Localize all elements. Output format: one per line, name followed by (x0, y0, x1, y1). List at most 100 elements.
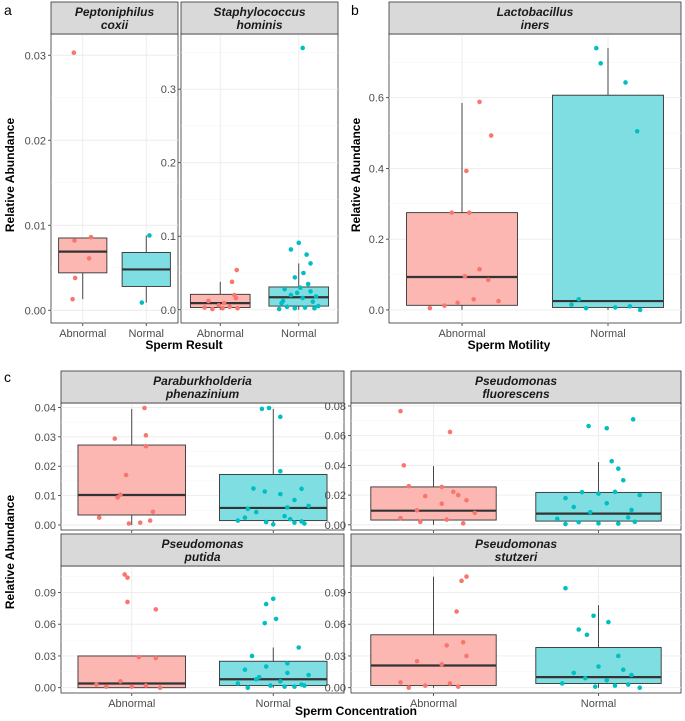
y-tick-label: 0.04 (325, 460, 346, 472)
data-point (313, 294, 319, 299)
data-point (137, 520, 143, 525)
x-tick-label: Abnormal (108, 698, 155, 710)
data-point (285, 505, 290, 510)
data-point (278, 679, 283, 684)
y-tick-label: 0.00 (35, 683, 56, 695)
data-point (439, 484, 445, 490)
data-point (292, 684, 297, 689)
data-point (439, 662, 445, 667)
data-point (398, 680, 403, 685)
panel-0: 0.00 0.01 0.02 0.03 Abnormal Normal Peptoniphi… (25, 1, 179, 340)
x-tick-label: Normal (590, 328, 625, 340)
data-point (302, 521, 307, 526)
data-point (263, 664, 269, 669)
data-point (447, 681, 453, 686)
x-tick-label: Abnormal (410, 698, 457, 710)
x-tick-label: Abnormal (197, 328, 244, 340)
x-axis-title-c: Sperm Concentration (295, 704, 417, 718)
data-point (629, 507, 634, 513)
data-point (220, 305, 225, 311)
data-point (596, 491, 601, 496)
data-point (234, 267, 240, 273)
data-point (251, 486, 256, 491)
facet-title-line1: Peptoniphilus (75, 5, 155, 19)
data-point (125, 575, 130, 580)
data-point (576, 519, 581, 525)
y-tick-label: 0.02 (35, 461, 56, 473)
data-point (579, 489, 585, 495)
facet-title-line1: Staphylococcus (213, 5, 305, 19)
data-point (282, 684, 287, 689)
data-point (591, 613, 596, 619)
facet-title-line1: Pseudomonas (161, 537, 243, 551)
data-point (612, 489, 618, 495)
panel-2: 0.0 0.2 0.4 0.6 Abnormal Normal Lactobacillusi… (369, 1, 682, 340)
data-point (637, 492, 643, 498)
data-point (253, 676, 259, 682)
data-point (206, 298, 211, 304)
data-point (285, 670, 290, 676)
data-point (401, 463, 407, 468)
box-abnormal (406, 212, 518, 306)
data-point (221, 300, 227, 306)
y-tick-label: 0.03 (325, 651, 346, 663)
x-tick-label: Normal (581, 698, 616, 710)
data-point (210, 306, 215, 312)
data-point (288, 292, 294, 298)
data-point (455, 492, 461, 498)
data-point (632, 519, 638, 525)
data-point (125, 599, 130, 605)
data-point (262, 489, 268, 494)
x-axis-title-b: Sperm Motility (468, 338, 551, 352)
data-point (604, 425, 610, 431)
data-point (253, 509, 259, 515)
facet-strip (350, 370, 682, 404)
box-abnormal (370, 634, 497, 687)
data-point (592, 684, 598, 689)
data-point (609, 458, 614, 464)
data-point (460, 639, 466, 645)
data-point (216, 303, 221, 308)
data-point (143, 443, 149, 449)
data-point (454, 609, 459, 614)
data-point (126, 521, 132, 526)
y-tick-label: 0.04 (35, 402, 56, 414)
box-abnormal (77, 444, 186, 516)
x-tick-label: Normal (256, 698, 291, 710)
data-point (71, 50, 77, 55)
data-point (96, 515, 102, 520)
data-point (301, 270, 306, 276)
x-tick-label: Abnormal (59, 328, 106, 340)
plot-area (180, 33, 339, 324)
data-point (477, 99, 482, 105)
data-point (294, 290, 300, 296)
data-point (296, 645, 302, 650)
data-point (464, 497, 469, 503)
data-point (278, 468, 283, 474)
data-point (414, 658, 420, 664)
y-axis-title-a: Relative Abundance (3, 118, 17, 233)
data-point (563, 521, 568, 527)
data-point (245, 506, 251, 512)
facet-title-line2: iners (521, 18, 550, 32)
y-tick-label: 0.02 (325, 490, 346, 502)
y-tick-label: 0.06 (35, 619, 56, 631)
data-point (147, 518, 153, 523)
data-point (459, 578, 464, 584)
data-point (485, 277, 491, 283)
y-tick-label: 0.03 (35, 651, 56, 663)
data-point (554, 516, 560, 522)
x-axis-title-a: Sperm Result (145, 338, 222, 352)
facet-title-line1: Lactobacillus (497, 5, 574, 19)
y-tick-label: 0.06 (325, 431, 346, 443)
box-abnormal (58, 237, 108, 274)
data-point (227, 304, 232, 310)
y-tick-label: 0.00 (325, 520, 346, 532)
data-point (586, 423, 591, 429)
data-point (282, 513, 287, 519)
data-point (472, 510, 478, 516)
y-tick-label: 0.6 (369, 93, 384, 105)
data-point (308, 289, 313, 294)
data-point (88, 234, 94, 240)
facet-title-line1: Paraburkholderia (153, 374, 252, 388)
